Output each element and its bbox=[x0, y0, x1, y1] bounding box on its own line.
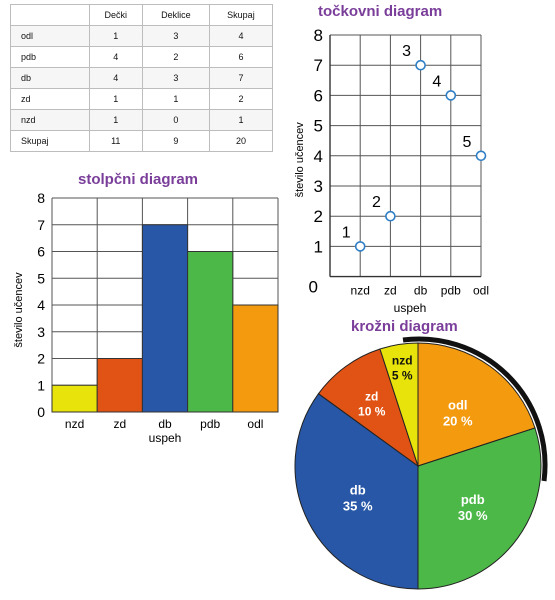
table-row-label: nzd bbox=[10, 109, 90, 131]
y-tick-label: 0 bbox=[37, 404, 45, 420]
bar bbox=[51, 384, 98, 413]
pie-shadow bbox=[402, 336, 548, 482]
x-tick-label: odl bbox=[473, 284, 489, 298]
pie-slice bbox=[317, 348, 419, 468]
slice-percent: 10 % bbox=[358, 404, 386, 418]
y-tick-label: 5 bbox=[37, 270, 45, 286]
x-tick-label: zd bbox=[384, 284, 397, 298]
y-axis-label: število učencev bbox=[13, 272, 25, 348]
scatter-point bbox=[354, 241, 366, 252]
pie-slice bbox=[417, 342, 536, 467]
x-axis-label: uspeh bbox=[394, 301, 427, 315]
scatter-point bbox=[445, 90, 457, 101]
x-tick-label: nzd bbox=[351, 284, 370, 298]
data-table: Dečki Deklice Skupaj odl 1 3 4 pdb 4 2 6 db 4 3 7 zd… bbox=[10, 4, 274, 152]
y-tick-label: 3 bbox=[314, 177, 323, 196]
y-tick-label: 3 bbox=[37, 324, 45, 340]
x-tick-label: pdb bbox=[441, 284, 461, 298]
table-row: db 4 3 7 bbox=[10, 67, 274, 89]
x-tick-label: zd bbox=[113, 417, 126, 431]
pie-slice bbox=[379, 342, 419, 467]
point-label: 1 bbox=[342, 224, 351, 241]
table-cell: 3 bbox=[141, 67, 210, 89]
table-cell: 1 bbox=[208, 109, 274, 131]
bar-chart-title: stolpčni diagram bbox=[78, 171, 199, 188]
table-row: nzd 1 0 1 bbox=[10, 109, 274, 131]
x-tick-label: db bbox=[414, 284, 428, 298]
y-tick-label: 1 bbox=[314, 237, 323, 256]
pie-slice bbox=[294, 393, 419, 590]
y-tick-label: 7 bbox=[314, 56, 323, 75]
y-tick-label: 4 bbox=[314, 147, 323, 166]
y-tick-label: 6 bbox=[37, 244, 45, 260]
slice-label: db bbox=[350, 483, 366, 498]
point-label: 5 bbox=[463, 134, 472, 151]
x-axis-label: uspeh bbox=[149, 431, 182, 445]
bar bbox=[141, 224, 189, 413]
x-tick-label: db bbox=[158, 417, 172, 431]
table-row-label: odl bbox=[10, 25, 90, 47]
table-cell: 3 bbox=[141, 25, 210, 47]
y-tick-label: 6 bbox=[314, 86, 323, 105]
pie-chart-title: krožni diagram bbox=[351, 318, 458, 335]
x-tick-label: pdb bbox=[200, 417, 220, 431]
table-row: pdb 4 2 6 bbox=[10, 46, 274, 68]
scatter-point bbox=[385, 210, 396, 222]
point-label: 2 bbox=[372, 194, 381, 211]
table-row-label: db bbox=[10, 67, 90, 89]
scatter-chart-title: točkovni diagram bbox=[318, 3, 443, 20]
y-tick-label: 4 bbox=[37, 297, 45, 313]
slice-label: zd bbox=[365, 389, 378, 403]
slice-percent: 20 % bbox=[443, 413, 473, 428]
table-cell: 1 bbox=[88, 25, 143, 47]
y-tick-label: 1 bbox=[37, 377, 45, 393]
scatter-chart-body: 0 1 2 3 4 5 6 7 8 1 nzd 2 zd 3 db 4 pdb 5 odl uspeh število … bbox=[294, 26, 489, 315]
slice-percent: 30 % bbox=[458, 508, 488, 523]
y-tick-label: 2 bbox=[37, 351, 45, 367]
pie-slice bbox=[417, 427, 542, 590]
table-row: Skupaj 11 9 20 bbox=[10, 130, 274, 152]
table-body: odl 1 3 4 pdb 4 2 6 db 4 3 7 zd 1 1 2 nzd 1 0 1 Skupaj 11 9 20 bbox=[10, 25, 274, 152]
y-tick-label: 2 bbox=[314, 207, 323, 226]
table-cell: 9 bbox=[141, 130, 210, 152]
y-axis-label: število učencev bbox=[294, 122, 306, 198]
table-cell: 4 bbox=[88, 67, 143, 89]
y-tick-label: 5 bbox=[314, 117, 323, 136]
table-row: odl 1 3 4 bbox=[10, 25, 274, 47]
table-row: zd 1 1 2 bbox=[10, 88, 274, 110]
bar bbox=[232, 304, 279, 413]
scatter-point bbox=[415, 59, 426, 71]
table-cell: 11 bbox=[88, 130, 143, 152]
slice-percent: 5 % bbox=[392, 368, 413, 382]
table-cell: 20 bbox=[208, 130, 274, 152]
y-tick-label: 0 bbox=[309, 278, 318, 297]
point-label: 3 bbox=[402, 43, 411, 60]
y-tick-label: 7 bbox=[37, 217, 45, 233]
x-tick-label: nzd bbox=[65, 417, 84, 431]
table-cell: 1 bbox=[88, 109, 143, 131]
slice-label: odl bbox=[448, 397, 468, 412]
y-tick-label: 8 bbox=[314, 26, 323, 45]
slice-label: nzd bbox=[392, 353, 413, 367]
slice-percent: 35 % bbox=[343, 499, 373, 514]
bar bbox=[187, 251, 234, 413]
slice-label: pdb bbox=[461, 492, 485, 507]
point-label: 4 bbox=[432, 73, 441, 90]
x-tick-label: odl bbox=[247, 417, 263, 431]
table-header-row: Dečki Deklice Skupaj bbox=[10, 4, 274, 26]
y-tick-label: 8 bbox=[37, 190, 45, 206]
bar-chart-body: 0 1 2 3 4 5 6 7 8 nzd zd db pdb odl uspeh število učenc… bbox=[13, 190, 279, 445]
scatter-point bbox=[475, 150, 487, 162]
